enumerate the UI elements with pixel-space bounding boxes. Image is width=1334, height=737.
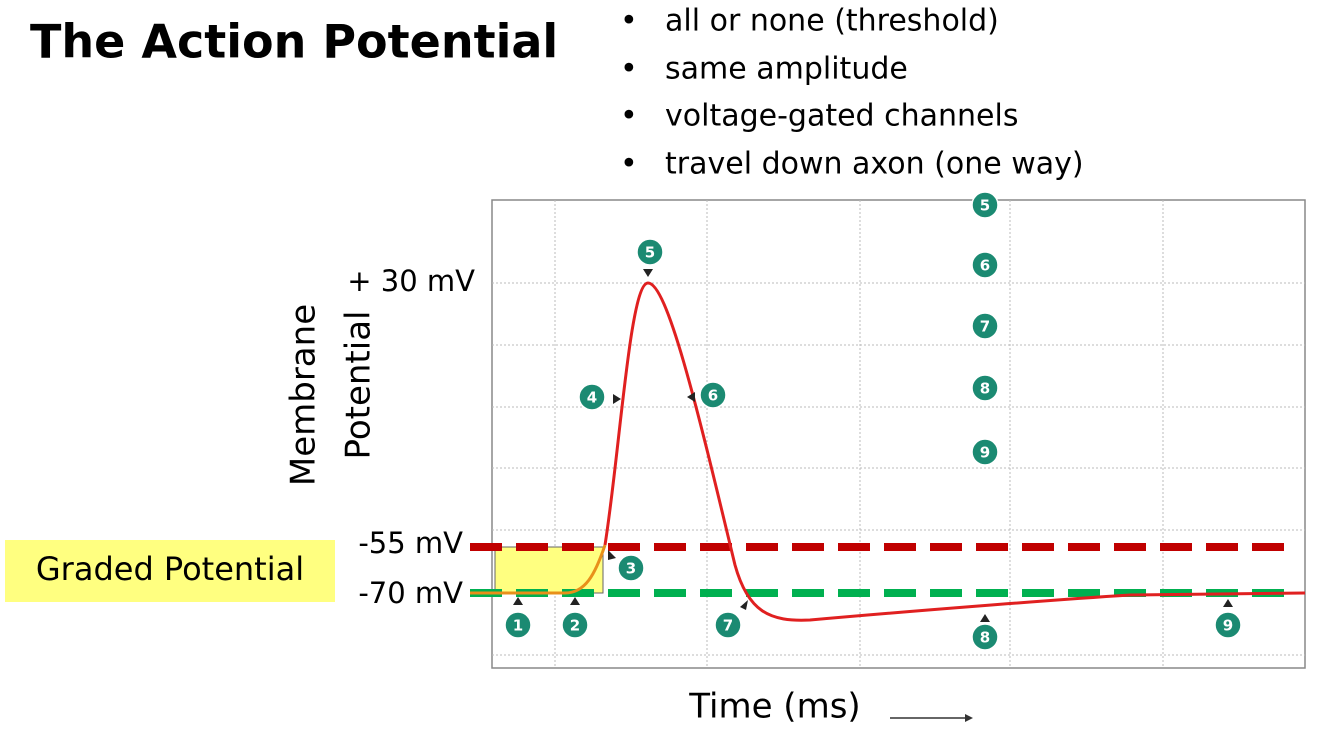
bullet: all or none (threshold) (665, 4, 999, 39)
marker-number: 7 (980, 318, 990, 336)
step-marker: 1 (504, 611, 532, 639)
marker-number: 5 (645, 244, 655, 262)
marker-number: 4 (587, 389, 597, 407)
marker-number: 6 (708, 387, 718, 405)
step-marker: 6 (971, 251, 999, 279)
bullet-dot: • (620, 147, 638, 182)
graded-label: Graded Potential (36, 550, 304, 588)
step-marker: 8 (971, 623, 999, 651)
marker-number: 5 (980, 197, 990, 215)
bullet-dot: • (620, 52, 638, 87)
marker-number: 3 (626, 560, 636, 578)
marker-circle (578, 383, 606, 411)
bullet-list: • all or none (threshold) • same amplitu… (620, 4, 1084, 182)
marker-number: 8 (980, 380, 990, 398)
bullet: same amplitude (665, 52, 908, 87)
time-arrow-head (965, 714, 973, 722)
marker-number: 2 (570, 617, 580, 635)
marker-number: 7 (723, 617, 733, 635)
marker-number: 1 (513, 617, 523, 635)
step-marker: 9 (971, 438, 999, 466)
step-marker: 8 (971, 374, 999, 402)
marker-circle (971, 438, 999, 466)
markers: 1 2 3 4 5 6 7 8 9 5 6 7 8 9 (504, 191, 1242, 651)
step-marker: 2 (561, 611, 589, 639)
marker-circle (561, 611, 589, 639)
marker-circle (1214, 611, 1242, 639)
marker-number: 9 (1223, 617, 1233, 635)
marker-circle (971, 374, 999, 402)
graded-region (494, 546, 604, 594)
step-marker: 6 (699, 381, 727, 409)
marker-number: 9 (980, 444, 990, 462)
marker-circle (971, 312, 999, 340)
graded-curve (470, 544, 607, 595)
marker-number: 6 (980, 257, 990, 275)
step-marker: 5 (636, 238, 664, 266)
plot-frame (491, 199, 1306, 669)
bullet: voltage-gated channels (665, 99, 1018, 134)
marker-circle (714, 611, 742, 639)
step-marker: 5 (971, 191, 999, 219)
bullet-dot: • (620, 4, 638, 39)
marker-circle (971, 191, 999, 219)
marker-circle (636, 238, 664, 266)
bullet: travel down axon (one way) (665, 147, 1084, 182)
step-marker: 9 (1214, 611, 1242, 639)
bullet-dot: • (620, 99, 638, 134)
step-marker: 3 (617, 554, 645, 582)
marker-number: 8 (980, 629, 990, 647)
step-marker: 7 (971, 312, 999, 340)
level-label: -70 mV (358, 576, 463, 610)
level-label: + 30 mV (347, 264, 475, 298)
marker-circle (971, 251, 999, 279)
marker-circle (971, 623, 999, 651)
marker-circle (617, 554, 645, 582)
graded-label-box (5, 540, 335, 602)
pointer-arrows (513, 269, 1233, 622)
step-marker: 4 (578, 383, 606, 411)
title: The Action Potential (30, 15, 558, 69)
y-axis-label: Membrane (284, 304, 324, 486)
action-potential-curve (603, 281, 1306, 622)
x-axis-label: Time (ms) (688, 687, 860, 727)
level-label: -55 mV (358, 526, 463, 560)
y-axis-label: Potential (339, 311, 379, 460)
marker-circle (504, 611, 532, 639)
marker-circle (699, 381, 727, 409)
step-marker: 7 (714, 611, 742, 639)
